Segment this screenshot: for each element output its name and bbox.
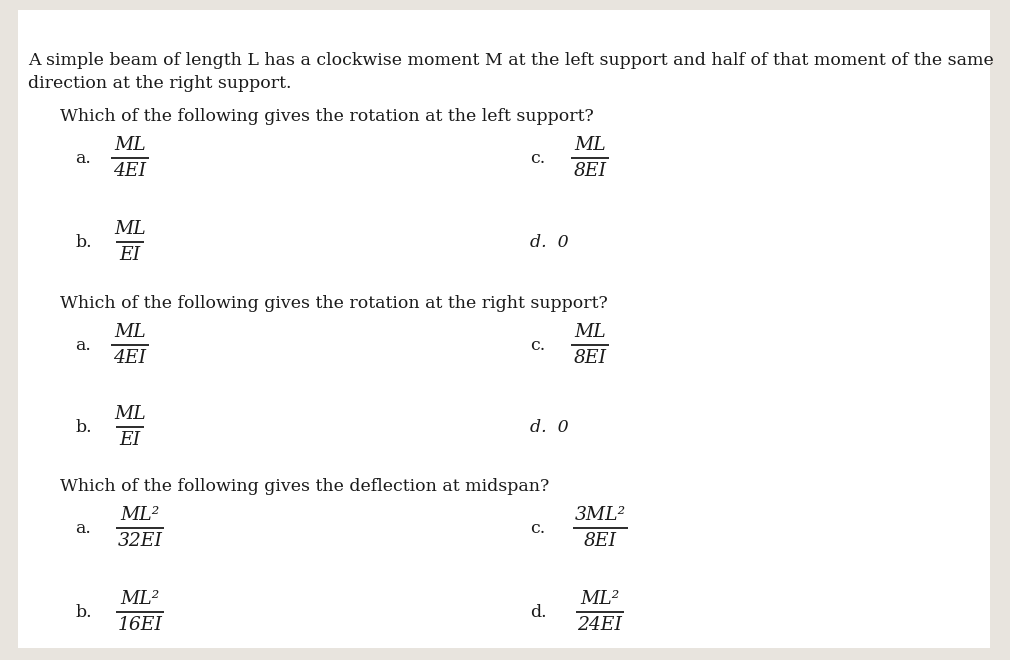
Text: d.  0: d. 0 [530, 419, 569, 436]
FancyBboxPatch shape [18, 10, 990, 648]
Text: 4EI: 4EI [113, 349, 146, 367]
Text: 8EI: 8EI [574, 349, 606, 367]
Text: ML²: ML² [581, 590, 619, 608]
Text: ML: ML [574, 323, 606, 341]
Text: b.: b. [75, 419, 92, 436]
Text: ML: ML [114, 323, 145, 341]
Text: c.: c. [530, 337, 545, 354]
Text: a.: a. [75, 337, 91, 354]
Text: ML²: ML² [120, 590, 160, 608]
Text: ML: ML [574, 136, 606, 154]
Text: c.: c. [530, 520, 545, 537]
Text: 16EI: 16EI [117, 616, 163, 634]
Text: ML: ML [114, 405, 145, 423]
Text: d.  0: d. 0 [530, 234, 569, 251]
Text: Which of the following gives the deflection at midspan?: Which of the following gives the deflect… [60, 478, 549, 495]
Text: direction at the right support.: direction at the right support. [28, 75, 292, 92]
Text: EI: EI [119, 246, 140, 264]
Text: 4EI: 4EI [113, 162, 146, 180]
Text: b.: b. [75, 604, 92, 621]
Text: 32EI: 32EI [117, 532, 163, 550]
Text: b.: b. [75, 234, 92, 251]
Text: ML: ML [114, 136, 145, 154]
Text: c.: c. [530, 150, 545, 167]
Text: a.: a. [75, 150, 91, 167]
Text: d.: d. [530, 604, 546, 621]
Text: a.: a. [75, 520, 91, 537]
Text: EI: EI [119, 431, 140, 449]
Text: 8EI: 8EI [584, 532, 616, 550]
Text: 8EI: 8EI [574, 162, 606, 180]
Text: ML²: ML² [120, 506, 160, 524]
Text: Which of the following gives the rotation at the right support?: Which of the following gives the rotatio… [60, 295, 608, 312]
Text: ML: ML [114, 220, 145, 238]
Text: A simple beam of length L has a clockwise moment M at the left support and half : A simple beam of length L has a clockwis… [28, 52, 994, 69]
Text: 3ML²: 3ML² [575, 506, 625, 524]
Text: Which of the following gives the rotation at the left support?: Which of the following gives the rotatio… [60, 108, 594, 125]
Text: 24EI: 24EI [578, 616, 622, 634]
